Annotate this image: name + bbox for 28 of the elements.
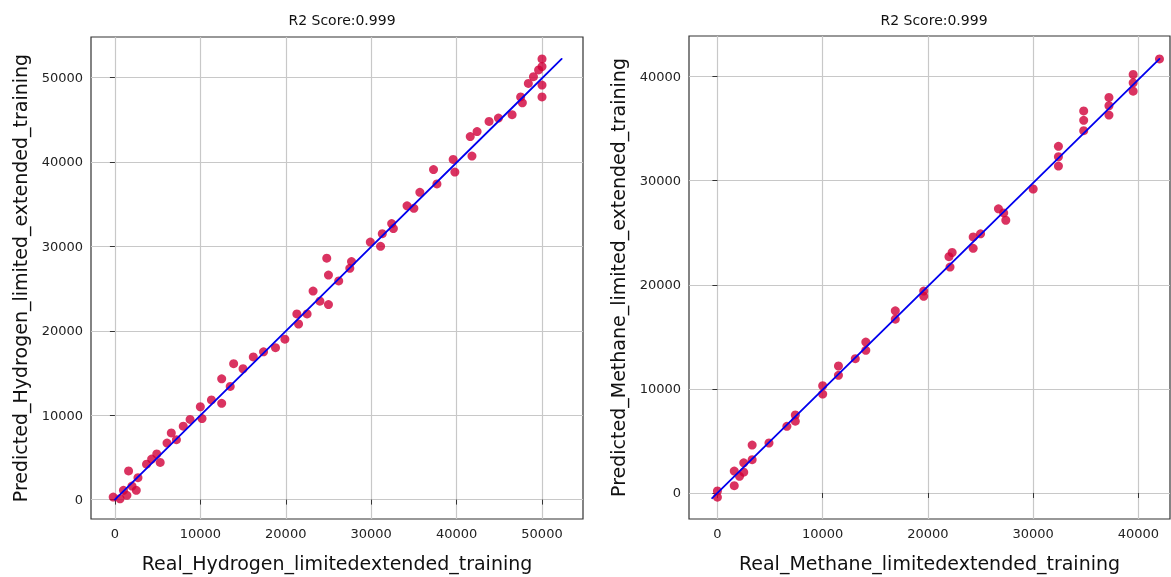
x-tick-label: 40000	[1117, 526, 1160, 541]
y-axis-title: Predicted_Methane_limited_extended_training	[606, 58, 630, 497]
y-tick-label: 20000	[41, 323, 83, 339]
x-tick-label: 20000	[907, 526, 949, 541]
x-tick-label: 10000	[801, 526, 844, 541]
y-tick-label: 50000	[41, 70, 83, 86]
y-tick-label: 30000	[639, 173, 681, 189]
x-tick-label: 30000	[350, 526, 392, 541]
y-tick-label: 10000	[41, 407, 83, 423]
x-tick-label: 40000	[435, 526, 478, 541]
x-tick-label: 20000	[265, 526, 307, 541]
chart-title: R2 Score:0.999	[880, 12, 988, 28]
y-axis-title: Predicted_Hydrogen_limited_extended_training	[8, 53, 32, 503]
y-tick-label: 40000	[41, 154, 83, 170]
x-tick-label: 0	[713, 526, 722, 541]
x-axis-title: Real_Hydrogen_limitedextended_training	[141, 551, 533, 575]
y-tick-label: 30000	[41, 238, 83, 254]
x-tick-label: 50000	[521, 526, 563, 541]
x-tick-label: 10000	[179, 526, 222, 541]
y-tick-label: 0	[672, 485, 681, 501]
y-tick-label: 10000	[639, 381, 681, 397]
x-axis-title: Real_Methane_limitedextended_training	[738, 551, 1121, 575]
chart-title: R2 Score:0.999	[288, 12, 396, 28]
x-tick-label: 30000	[1012, 526, 1054, 541]
y-tick-label: 0	[74, 492, 83, 508]
y-tick-label: 40000	[639, 69, 681, 85]
x-tick-label: 0	[110, 526, 120, 541]
y-tick-label: 20000	[639, 277, 681, 293]
